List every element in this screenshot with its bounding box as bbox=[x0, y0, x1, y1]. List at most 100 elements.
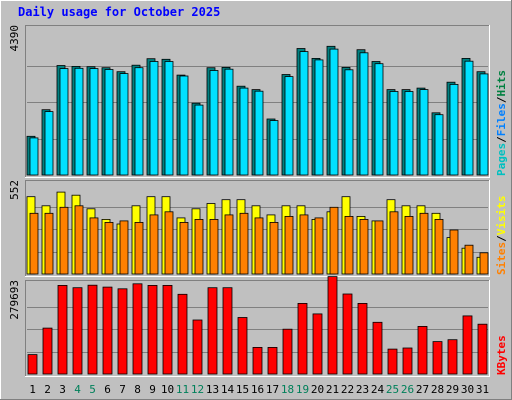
bar-kbytes-day-11 bbox=[177, 293, 188, 375]
bar-sites-day-15 bbox=[239, 212, 249, 275]
bar-kbytes-day-13 bbox=[207, 287, 218, 375]
bar-kbytes-day-2 bbox=[42, 327, 53, 375]
x-tick-label: 31 bbox=[476, 383, 489, 396]
bar-kbytes-day-19 bbox=[297, 302, 308, 375]
x-tick-label: 26 bbox=[401, 383, 414, 396]
bar-kbytes-day-4 bbox=[72, 287, 83, 375]
bar-files-day-27 bbox=[419, 89, 429, 176]
bar-kbytes-day-5 bbox=[87, 284, 98, 375]
bar-sites-day-11 bbox=[179, 221, 189, 275]
x-tick-label: 29 bbox=[446, 383, 459, 396]
bar-kbytes-day-17 bbox=[267, 346, 278, 375]
bar-kbytes-day-12 bbox=[192, 319, 203, 375]
bar-files-day-3 bbox=[59, 68, 69, 176]
bar-files-day-29 bbox=[449, 84, 459, 176]
bar-files-day-19 bbox=[299, 51, 309, 176]
bar-kbytes-day-31 bbox=[477, 323, 488, 375]
bar-kbytes-day-14 bbox=[222, 287, 233, 375]
legend-item: Pages bbox=[495, 143, 508, 176]
panel-kbytes: 279693 KBytes bbox=[8, 276, 508, 377]
bar-files-day-28 bbox=[434, 114, 444, 176]
bar-kbytes-day-1 bbox=[27, 354, 38, 375]
panel-visits-sites: 552 Sites/Visits bbox=[8, 180, 508, 277]
bar-files-day-17 bbox=[269, 120, 279, 176]
bar-files-day-26 bbox=[404, 91, 414, 176]
x-tick-label: 3 bbox=[59, 383, 66, 396]
bar-sites-day-2 bbox=[44, 212, 54, 275]
y-max-label: 4390 bbox=[8, 25, 21, 52]
bar-files-day-2 bbox=[44, 111, 54, 176]
x-tick-label: 24 bbox=[371, 383, 385, 396]
bar-files-day-20 bbox=[314, 59, 324, 176]
bar-sites-day-6 bbox=[104, 221, 114, 275]
x-tick-label: 21 bbox=[326, 383, 339, 396]
bar-kbytes-day-21 bbox=[327, 276, 338, 375]
bar-files-day-11 bbox=[179, 75, 189, 176]
bar-kbytes-day-15 bbox=[237, 317, 248, 375]
bar-kbytes-day-24 bbox=[372, 321, 383, 375]
y-max-label: 552 bbox=[8, 180, 21, 200]
bar-kbytes-day-26 bbox=[402, 347, 413, 375]
bar-files-day-1 bbox=[29, 137, 39, 176]
bar-sites-day-23 bbox=[359, 218, 369, 275]
legend-item: / bbox=[495, 235, 508, 242]
bar-files-day-10 bbox=[164, 61, 174, 176]
bar-files-day-7 bbox=[119, 73, 129, 176]
bar-sites-day-24 bbox=[374, 220, 384, 275]
x-tick-label: 13 bbox=[206, 383, 219, 396]
bar-files-day-24 bbox=[374, 63, 384, 176]
x-tick-label: 18 bbox=[281, 383, 294, 396]
x-tick-label: 25 bbox=[386, 383, 399, 396]
x-tick-label: 30 bbox=[461, 383, 474, 396]
bar-files-day-6 bbox=[104, 69, 114, 176]
bar-sites-day-10 bbox=[164, 211, 174, 275]
chart-panels: 4390Pages/Files/Hits552Sites/Visits27969… bbox=[8, 25, 508, 377]
x-tick-label: 9 bbox=[149, 383, 156, 396]
bar-sites-day-13 bbox=[209, 218, 219, 275]
bar-files-day-9 bbox=[149, 61, 159, 176]
x-tick-label: 5 bbox=[89, 383, 96, 396]
x-tick-label: 23 bbox=[356, 383, 369, 396]
legend-item: / bbox=[495, 96, 508, 103]
x-tick-label: 4 bbox=[74, 383, 81, 396]
bar-files-day-5 bbox=[89, 68, 99, 176]
legend: Pages/Files/Hits bbox=[495, 70, 508, 176]
bar-files-day-30 bbox=[464, 60, 474, 176]
bar-sites-day-17 bbox=[269, 221, 279, 275]
bar-kbytes-day-7 bbox=[117, 288, 128, 375]
bar-files-day-22 bbox=[344, 69, 354, 176]
x-tick-label: 22 bbox=[341, 383, 354, 396]
x-tick-label: 14 bbox=[221, 383, 235, 396]
bar-sites-day-18 bbox=[284, 215, 294, 275]
bar-kbytes-day-23 bbox=[357, 302, 368, 375]
bar-kbytes-day-29 bbox=[447, 339, 458, 375]
legend-item: Visits bbox=[495, 196, 508, 236]
bar-sites-day-20 bbox=[314, 217, 324, 275]
bar-files-day-8 bbox=[134, 67, 144, 176]
bar-sites-day-19 bbox=[299, 214, 309, 275]
legend-item: Sites bbox=[495, 242, 508, 275]
bar-sites-day-27 bbox=[419, 212, 429, 275]
bar-kbytes-day-30 bbox=[462, 315, 473, 375]
x-tick-label: 2 bbox=[44, 383, 51, 396]
chart-title: Daily usage for October 2025 bbox=[18, 5, 220, 19]
bar-sites-day-9 bbox=[149, 214, 159, 275]
x-tick-label: 28 bbox=[431, 383, 444, 396]
bar-files-day-25 bbox=[389, 91, 399, 176]
bar-kbytes-day-8 bbox=[132, 283, 143, 375]
bar-files-day-21 bbox=[329, 48, 339, 176]
bar-sites-day-1 bbox=[29, 212, 39, 275]
bar-kbytes-day-27 bbox=[417, 325, 428, 375]
bar-kbytes-day-3 bbox=[57, 284, 68, 375]
x-tick-label: 27 bbox=[416, 383, 429, 396]
bar-sites-day-8 bbox=[134, 221, 144, 275]
legend: KBytes bbox=[495, 335, 508, 375]
bar-sites-day-16 bbox=[254, 217, 264, 275]
x-tick-label: 11 bbox=[176, 383, 189, 396]
x-tick-label: 7 bbox=[119, 383, 126, 396]
x-tick-label: 17 bbox=[266, 383, 279, 396]
legend-item: Files bbox=[495, 103, 508, 136]
x-tick-label: 1 bbox=[29, 383, 36, 396]
bar-files-day-14 bbox=[224, 68, 234, 176]
